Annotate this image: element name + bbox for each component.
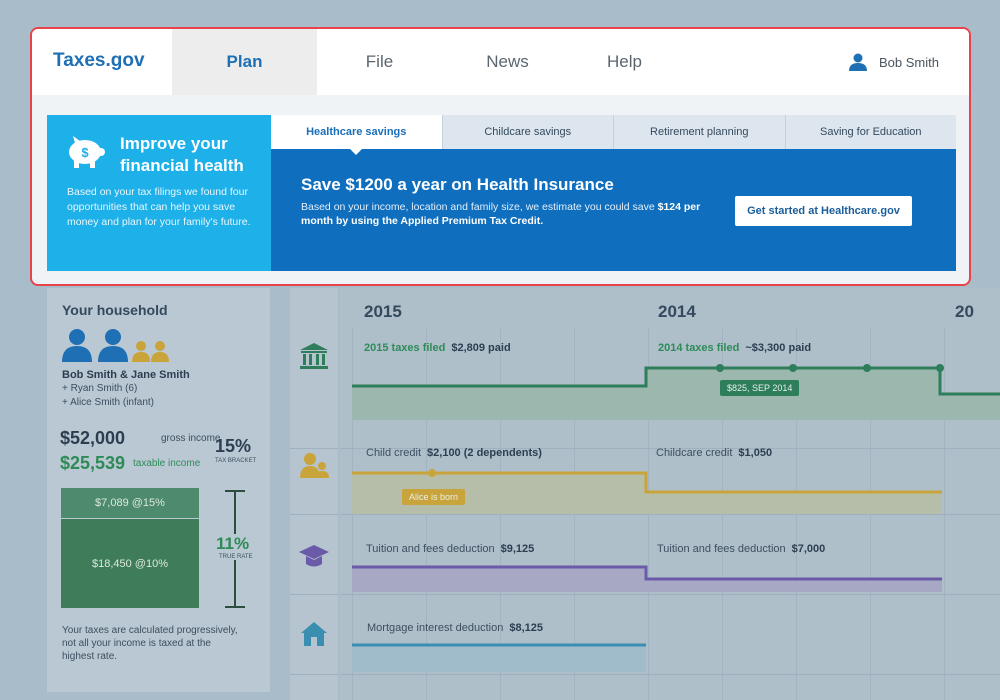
tuition-2015-label: Tuition and fees deduction $9,125 bbox=[366, 543, 535, 555]
tax-bracket-value: 15% bbox=[215, 436, 252, 456]
house-icon bbox=[301, 622, 327, 646]
mortgage-label: Mortgage interest deduction $8,125 bbox=[367, 622, 544, 634]
tab-retirement-planning[interactable]: Retirement planning bbox=[613, 115, 785, 149]
healthcare-gov-button[interactable]: Get started at Healthcare.gov bbox=[735, 196, 912, 226]
taxes-2014-label: 2014 taxes filed ~$3,300 paid bbox=[658, 342, 812, 354]
healthcare-savings-panel: Save $1200 a year on Health Insurance Ba… bbox=[271, 149, 956, 271]
piggy-bank-icon: $ bbox=[69, 136, 105, 168]
alice-born-pill[interactable]: Alice is born bbox=[402, 489, 466, 505]
true-rate-label: TRUE RATE bbox=[219, 554, 253, 560]
timeline-icon-column bbox=[290, 288, 338, 700]
savings-tabs: Healthcare savings Childcare savings Ret… bbox=[271, 115, 956, 155]
household-primary-names: Bob Smith & Jane Smith bbox=[62, 369, 190, 381]
panel-body-bold: $124 per month by using the Applied Prem… bbox=[301, 201, 701, 227]
mortgage-value: $8,125 bbox=[509, 622, 544, 634]
tab-childcare-savings[interactable]: Childcare savings bbox=[441, 115, 613, 149]
taxes-2014-value: ~$3,300 paid bbox=[745, 342, 812, 354]
nav-tab-news[interactable]: News bbox=[486, 52, 529, 71]
taxes-2015-label: 2015 taxes filed $2,809 paid bbox=[364, 342, 511, 354]
nav-tab-help[interactable]: Help bbox=[607, 52, 642, 71]
panel-headline: Save $1200 a year on Health Insurance bbox=[301, 175, 614, 194]
promo-title: Improve your financial health bbox=[120, 134, 244, 175]
child-credit-value: $2,100 (2 dependents) bbox=[427, 447, 542, 459]
tax-bracket-label: TAX BRACKET bbox=[215, 458, 257, 464]
graduation-cap-icon bbox=[299, 545, 329, 567]
year-2015: 2015 bbox=[364, 302, 402, 321]
true-rate-value: 11% bbox=[214, 534, 252, 554]
year-2013-partial: 20 bbox=[955, 302, 974, 321]
dependent-2: + Alice Smith (infant) bbox=[62, 397, 154, 408]
income-band-15: $7,089 @15% bbox=[61, 488, 199, 518]
household-card: Your household Bob Smith & Jane Smith + … bbox=[47, 288, 270, 692]
tax-history-timeline: 2015 2014 20 bbox=[340, 288, 1000, 700]
childcare-credit-label: Childcare credit $1,050 bbox=[656, 447, 773, 459]
taxable-income-label: taxable income bbox=[133, 458, 201, 469]
family-icon bbox=[300, 453, 329, 478]
svg-text:$: $ bbox=[81, 145, 89, 160]
family-people-icon bbox=[62, 329, 169, 362]
tab-saving-for-education[interactable]: Saving for Education bbox=[784, 115, 956, 149]
tuition-2014-label: Tuition and fees deduction $7,000 bbox=[657, 543, 826, 555]
user-menu[interactable]: Bob Smith bbox=[849, 53, 939, 71]
top-navigation: Taxes.gov Plan File News Help Bob Smith bbox=[32, 29, 969, 95]
household-names: Bob Smith & Jane Smith + Ryan Smith (6) … bbox=[62, 368, 190, 410]
gross-income-value: $52,000 bbox=[60, 428, 126, 448]
panel-body: Based on your income, location and famil… bbox=[301, 200, 701, 228]
timeline-graph bbox=[352, 364, 1000, 672]
user-name: Bob Smith bbox=[879, 54, 939, 70]
bank-icon bbox=[300, 343, 328, 369]
nav-tab-plan[interactable]: Plan bbox=[172, 29, 317, 95]
income-band-10: $18,450 @10% bbox=[61, 519, 199, 608]
gross-income-label: gross income bbox=[161, 433, 221, 444]
taxes-2015-value: $2,809 paid bbox=[451, 342, 511, 354]
nav-tab-file[interactable]: File bbox=[365, 52, 394, 71]
household-title: Your household bbox=[62, 302, 168, 318]
site-logo[interactable]: Taxes.gov bbox=[53, 50, 145, 71]
dependent-1: + Ryan Smith (6) bbox=[62, 383, 138, 394]
financial-health-promo: $ Improve your financial health Based on… bbox=[47, 115, 271, 271]
tuition-2015-value: $9,125 bbox=[500, 543, 535, 555]
highlighted-header-panel: Taxes.gov Plan File News Help Bob Smith … bbox=[30, 27, 971, 286]
person-icon bbox=[849, 53, 868, 71]
tuition-2014-value: $7,000 bbox=[791, 543, 826, 555]
progressive-tax-note: Your taxes are calculated progressively,… bbox=[62, 625, 238, 662]
panel-body-intro: Based on your income, location and famil… bbox=[301, 201, 655, 213]
childcare-credit-value: $1,050 bbox=[738, 447, 773, 459]
year-2014: 2014 bbox=[658, 302, 696, 321]
promo-description: Based on your tax filings we found four … bbox=[67, 186, 251, 228]
tab-healthcare-savings[interactable]: Healthcare savings bbox=[271, 115, 442, 155]
taxable-income-value: $25,539 bbox=[60, 453, 126, 473]
child-credit-label: Child credit $2,100 (2 dependents) bbox=[366, 447, 542, 459]
payment-marker-pill[interactable]: $825, SEP 2014 bbox=[720, 380, 800, 396]
